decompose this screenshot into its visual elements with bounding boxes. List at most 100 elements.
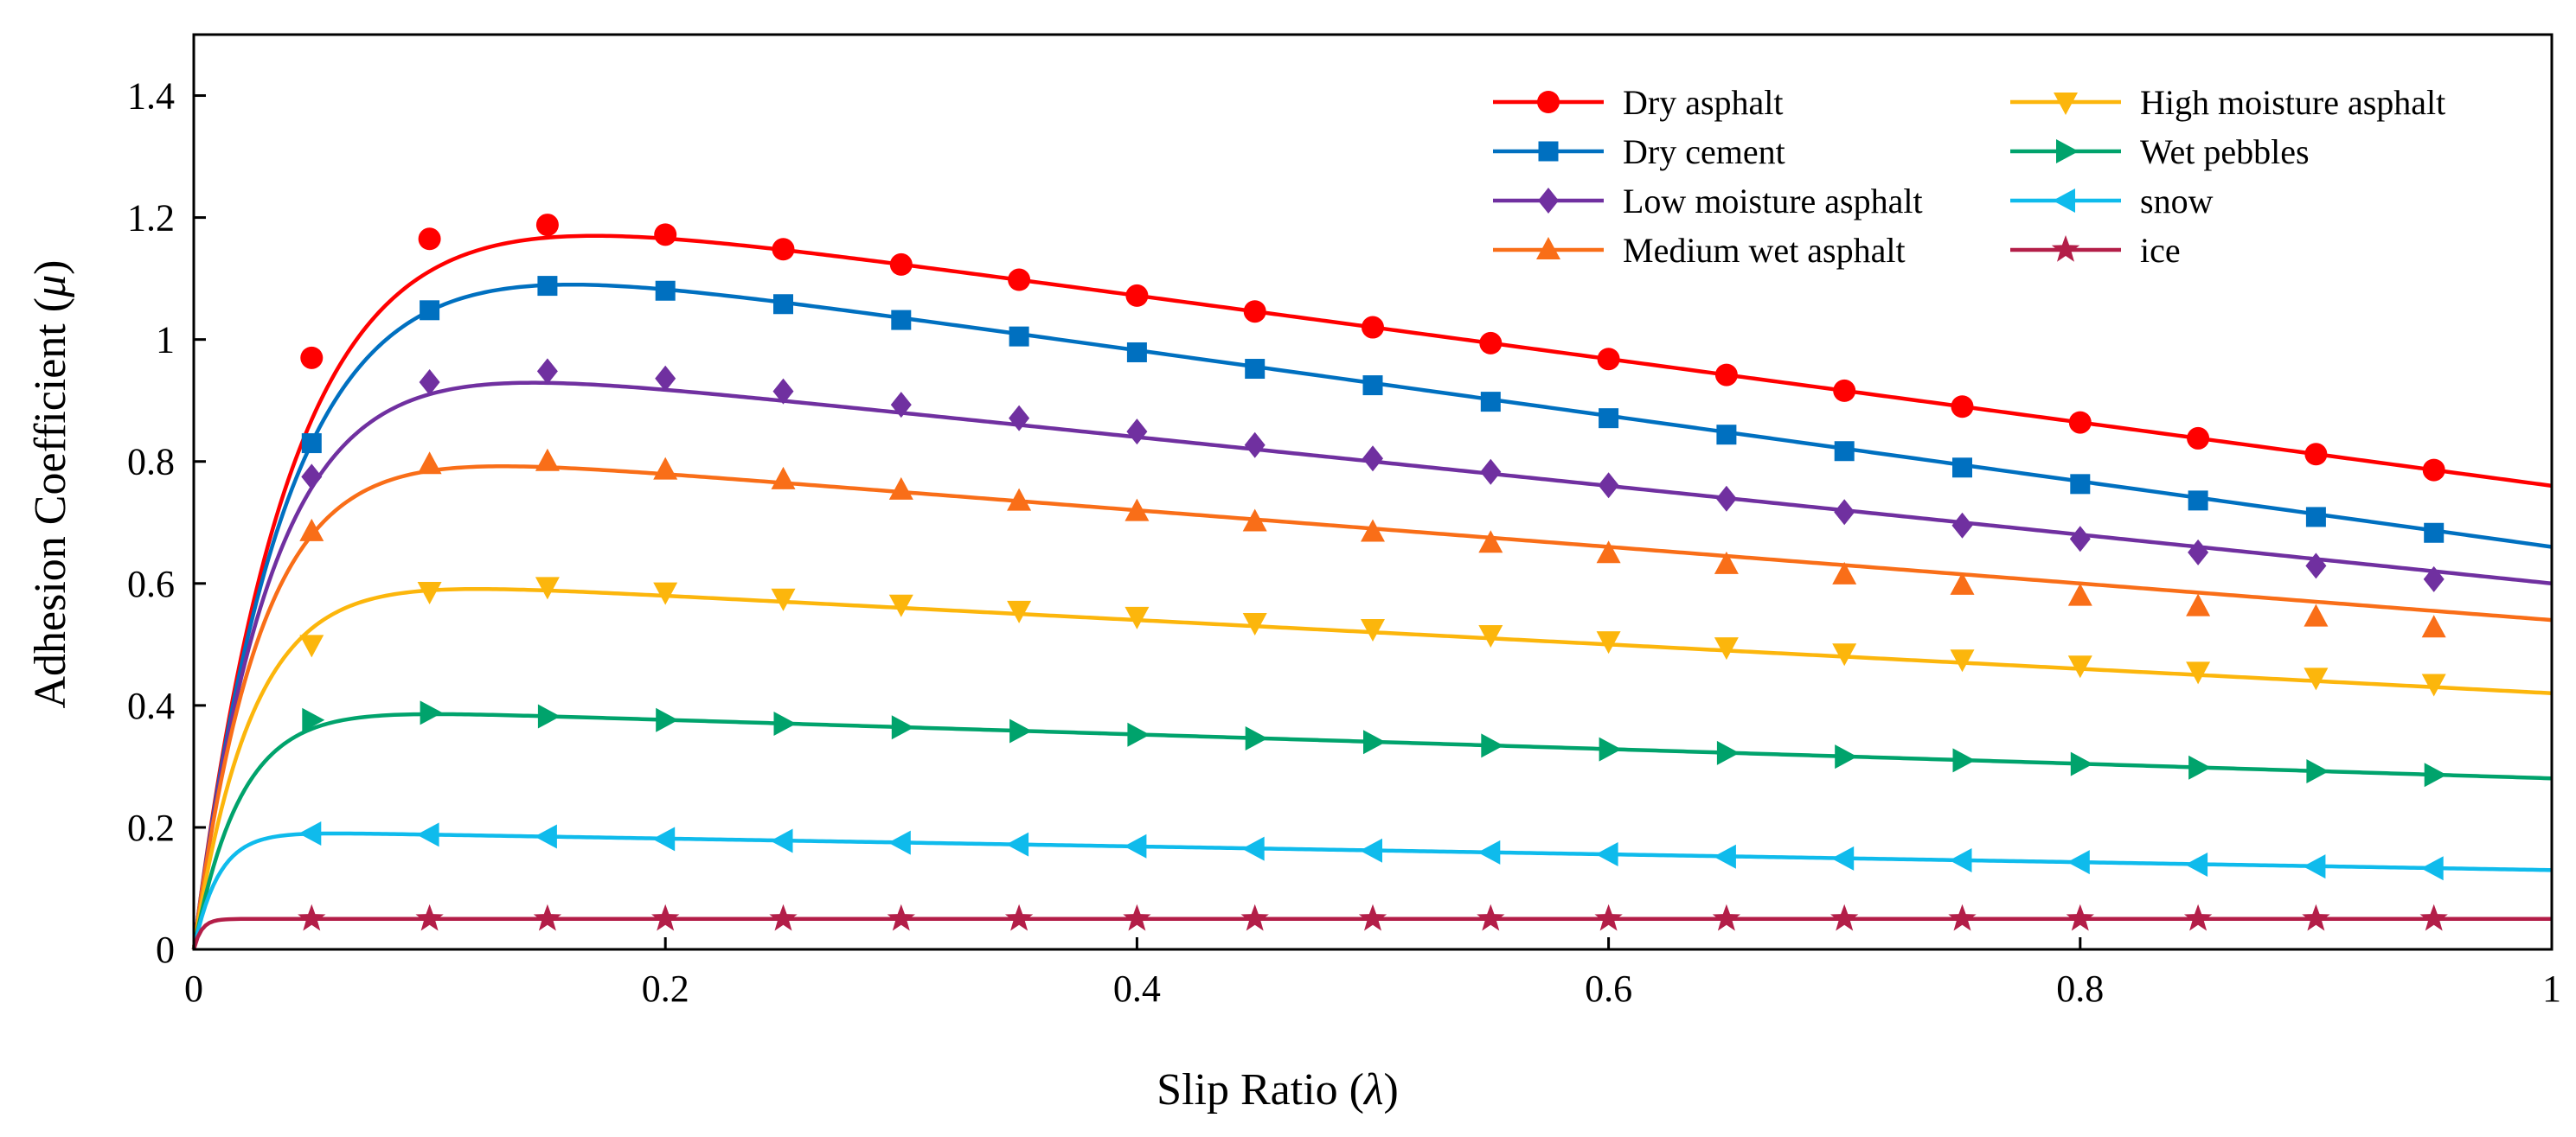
marker-medium-wet-asphalt (653, 457, 678, 480)
x-tick-label: 0.4 (1113, 968, 1161, 1010)
x-tick-label: 0.2 (642, 968, 689, 1010)
marker-dry-asphalt (2422, 458, 2445, 482)
legend-marker (2056, 139, 2079, 163)
legend-marker (1536, 237, 1560, 259)
series-high-moisture-asphalt (191, 577, 2553, 950)
marker-low-moisture-asphalt (1362, 445, 1383, 472)
marker-dry-asphalt (1833, 379, 1856, 402)
marker-wet-pebbles (1127, 722, 1150, 747)
marker-dry-asphalt (1714, 363, 1738, 386)
marker-high-moisture-asphalt (2186, 661, 2211, 685)
marker-medium-wet-asphalt (535, 448, 560, 471)
marker-dry-asphalt (1243, 300, 1266, 323)
marker-dry-asphalt (535, 214, 559, 237)
plot-frame (192, 33, 2554, 951)
marker-ice (1594, 904, 1623, 931)
marker-high-moisture-asphalt (1242, 612, 1267, 636)
legend-marker (2053, 188, 2075, 213)
marker-low-moisture-asphalt (772, 378, 794, 405)
legend-label: Dry cement (1623, 132, 1785, 171)
marker-high-moisture-asphalt (1950, 649, 1975, 673)
marker-medium-wet-asphalt (1007, 488, 1032, 511)
marker-low-moisture-asphalt (1244, 431, 1266, 458)
marker-high-moisture-asphalt (2421, 674, 2446, 697)
x-tick-label: 0.8 (2056, 968, 2104, 1010)
marker-ice (1240, 904, 1269, 931)
marker-dry-cement (1362, 375, 1383, 396)
marker-snow (534, 824, 557, 849)
legend-label: Medium wet asphalt (1623, 231, 1906, 270)
marker-ice (1358, 904, 1387, 931)
marker-snow (1124, 834, 1147, 859)
x-tick-label: 0.6 (1585, 968, 1632, 1010)
marker-high-moisture-asphalt (1361, 618, 1385, 642)
marker-low-moisture-asphalt (536, 358, 558, 385)
marker-dry-cement (301, 433, 322, 454)
marker-high-moisture-asphalt (2067, 655, 2092, 679)
axes-layer: 0 0.2 0.4 0.6 0.8 1 0 0.2 0.4 0.6 0.8 1 1.2 1.4 (127, 33, 2561, 1010)
marker-low-moisture-asphalt (301, 463, 323, 490)
legend-item-dry-asphalt: Dry asphalt (1493, 83, 1784, 122)
marker-snow (652, 827, 676, 852)
marker-low-moisture-asphalt (2423, 565, 2445, 592)
marker-high-moisture-asphalt (299, 635, 324, 658)
marker-wet-pebbles (1009, 719, 1033, 744)
marker-snow (1241, 836, 1265, 861)
marker-dry-cement (1716, 425, 1737, 445)
marker-low-moisture-asphalt (2305, 553, 2327, 579)
marker-low-moisture-asphalt (2069, 526, 2091, 553)
marker-high-moisture-asphalt (1714, 637, 1739, 661)
legend-marker (1538, 188, 1559, 214)
marker-high-moisture-asphalt (653, 582, 678, 605)
series-wet-pebbles (191, 700, 2553, 950)
marker-ice (1948, 904, 1977, 931)
marker-high-moisture-asphalt (1125, 606, 1150, 629)
legend-item-dry-cement: Dry cement (1493, 132, 1785, 171)
marker-snow (1831, 846, 1855, 871)
marker-snow (1477, 840, 1501, 865)
marker-dry-asphalt (2187, 426, 2210, 450)
marker-wet-pebbles (420, 700, 443, 725)
marker-ice (533, 904, 562, 931)
series-dry-cement (191, 276, 2553, 950)
y-tick-label: 0 (156, 929, 175, 971)
marker-high-moisture-asphalt (1007, 600, 1032, 623)
marker-high-moisture-asphalt (771, 588, 796, 611)
marker-wet-pebbles (891, 715, 914, 740)
marker-medium-wet-asphalt (1242, 508, 1267, 532)
legend-item-snow: snow (2010, 182, 2214, 220)
marker-dry-cement (2188, 490, 2208, 511)
marker-low-moisture-asphalt (890, 392, 912, 418)
marker-dry-cement (773, 294, 793, 315)
y-axis-title: Adhesion Coefficient (μ) (26, 259, 75, 708)
series-layer (191, 214, 2553, 950)
marker-ice (415, 904, 444, 931)
marker-snow (888, 830, 911, 855)
legend-item-high-moisture-asphalt: High moisture asphalt (2010, 83, 2445, 122)
marker-high-moisture-asphalt (1596, 631, 1621, 655)
marker-wet-pebbles (773, 712, 797, 737)
marker-wet-pebbles (1835, 744, 1858, 770)
marker-wet-pebbles (1245, 725, 1268, 751)
x-tick-label: 0 (184, 968, 203, 1010)
legend-item-wet-pebbles: Wet pebbles (2010, 132, 2310, 171)
y-tick-label: 0.4 (127, 685, 175, 727)
legend-marker (1538, 141, 1559, 162)
marker-dry-asphalt (300, 346, 324, 369)
legend: Dry asphalt Dry cement Low moisture asphal… (1493, 83, 2445, 270)
marker-dry-asphalt (1362, 316, 1384, 339)
legend-marker (2054, 93, 2078, 115)
marker-snow (2303, 854, 2326, 879)
marker-dry-cement (1245, 359, 1266, 380)
legend-marker (2051, 235, 2080, 262)
marker-dry-cement (1834, 441, 1855, 462)
marker-snow (1713, 844, 1736, 869)
marker-wet-pebbles (1363, 730, 1386, 755)
marker-ice (2419, 904, 2448, 931)
marker-medium-wet-asphalt (1125, 498, 1150, 521)
legend-item-ice: ice (2010, 231, 2181, 270)
marker-low-moisture-asphalt (1009, 405, 1030, 431)
y-tick-label: 1.2 (127, 197, 175, 240)
series-snow (191, 821, 2553, 950)
